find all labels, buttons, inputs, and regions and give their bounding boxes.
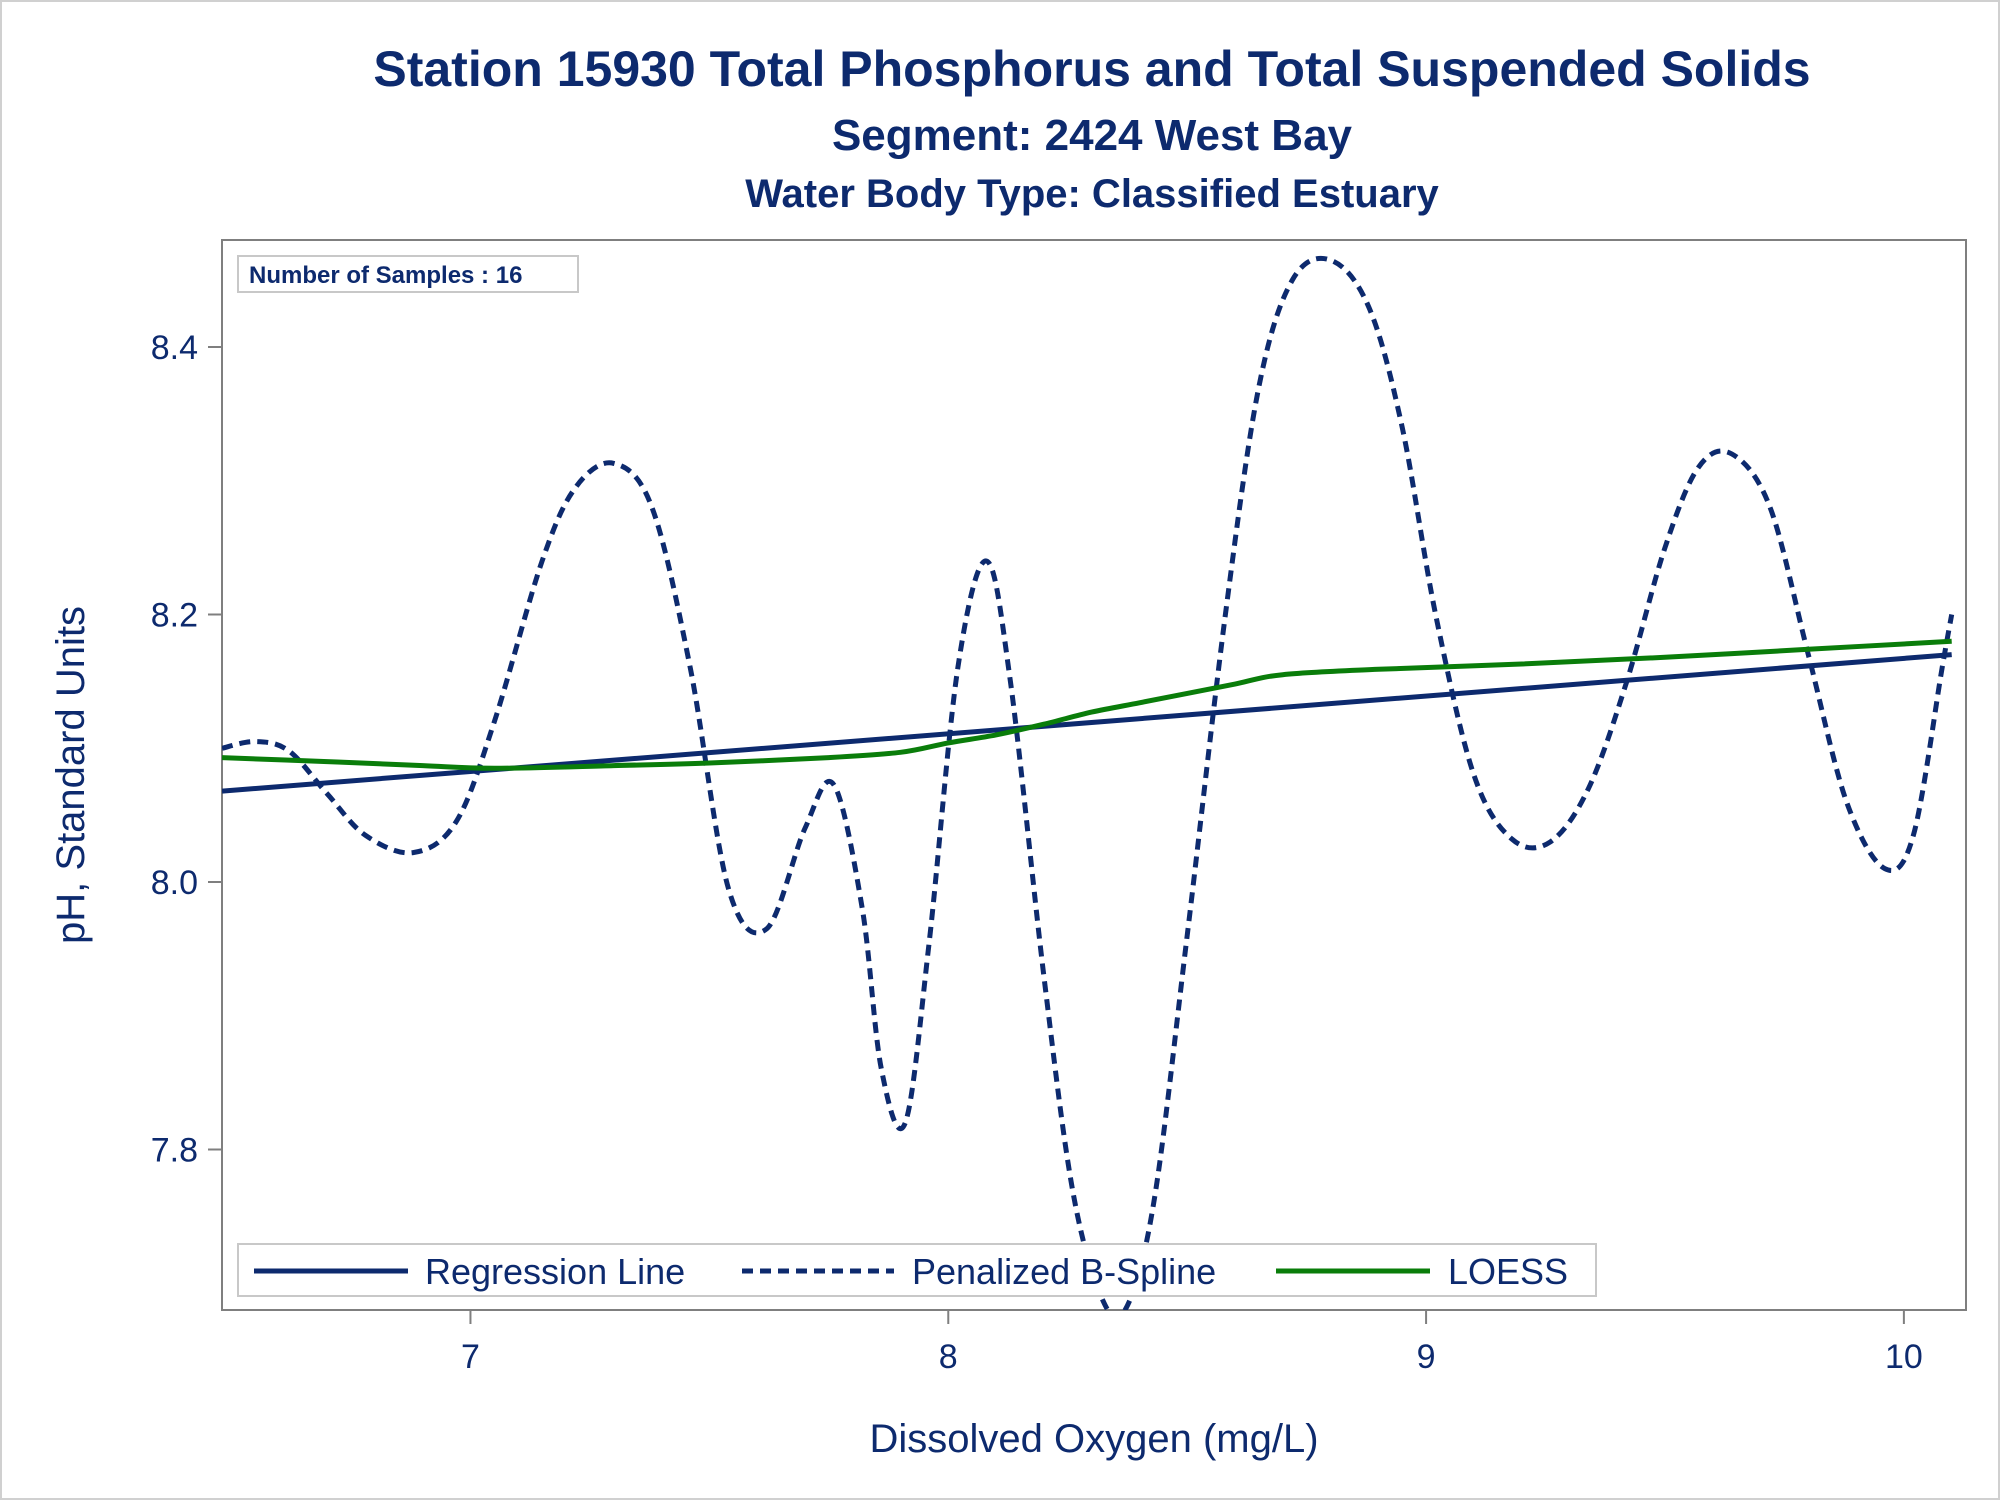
x-tick-label: 7 xyxy=(461,1338,480,1376)
x-axis-label: Dissolved Oxygen (mg/L) xyxy=(869,1417,1318,1461)
chart-title: Station 15930 Total Phosphorus and Total… xyxy=(373,41,1810,97)
x-tick-label: 9 xyxy=(1417,1338,1436,1376)
y-axis-label: pH, Standard Units xyxy=(49,606,93,944)
sample-count-box xyxy=(237,255,579,293)
chart-subtitle-2: Water Body Type: Classified Estuary xyxy=(745,172,1439,216)
y-tick-label: 8.4 xyxy=(151,329,198,367)
legend-label-spline: Penalized B-Spline xyxy=(912,1251,1216,1292)
sample-count-inset: Number of Samples : 16 xyxy=(237,255,579,293)
loess-line xyxy=(222,638,1952,771)
x-tick-label: 10 xyxy=(1885,1338,1923,1376)
y-tick-label: 7.8 xyxy=(151,1132,198,1170)
x-tick-label: 8 xyxy=(939,1338,958,1376)
legend-label-loess: LOESS xyxy=(1448,1251,1568,1292)
y-axis: 7.8 8.0 8.2 8.4 xyxy=(151,329,222,1170)
legend-label-regression: Regression Line xyxy=(425,1251,685,1292)
chart-subtitle: Segment: 2424 West Bay xyxy=(832,111,1353,160)
legend: Regression Line Penalized B-Spline LOESS xyxy=(237,1243,1597,1297)
penalized-b-spline-line xyxy=(222,255,1955,1310)
y-tick-label: 8.2 xyxy=(151,597,198,635)
sample-count-label: Number of Samples : 16 xyxy=(249,262,522,289)
x-axis: 7 8 9 10 xyxy=(461,1310,1923,1376)
y-tick-label: 8.0 xyxy=(151,864,198,902)
series-layer xyxy=(222,255,1955,1310)
plot-area xyxy=(221,239,1967,1311)
